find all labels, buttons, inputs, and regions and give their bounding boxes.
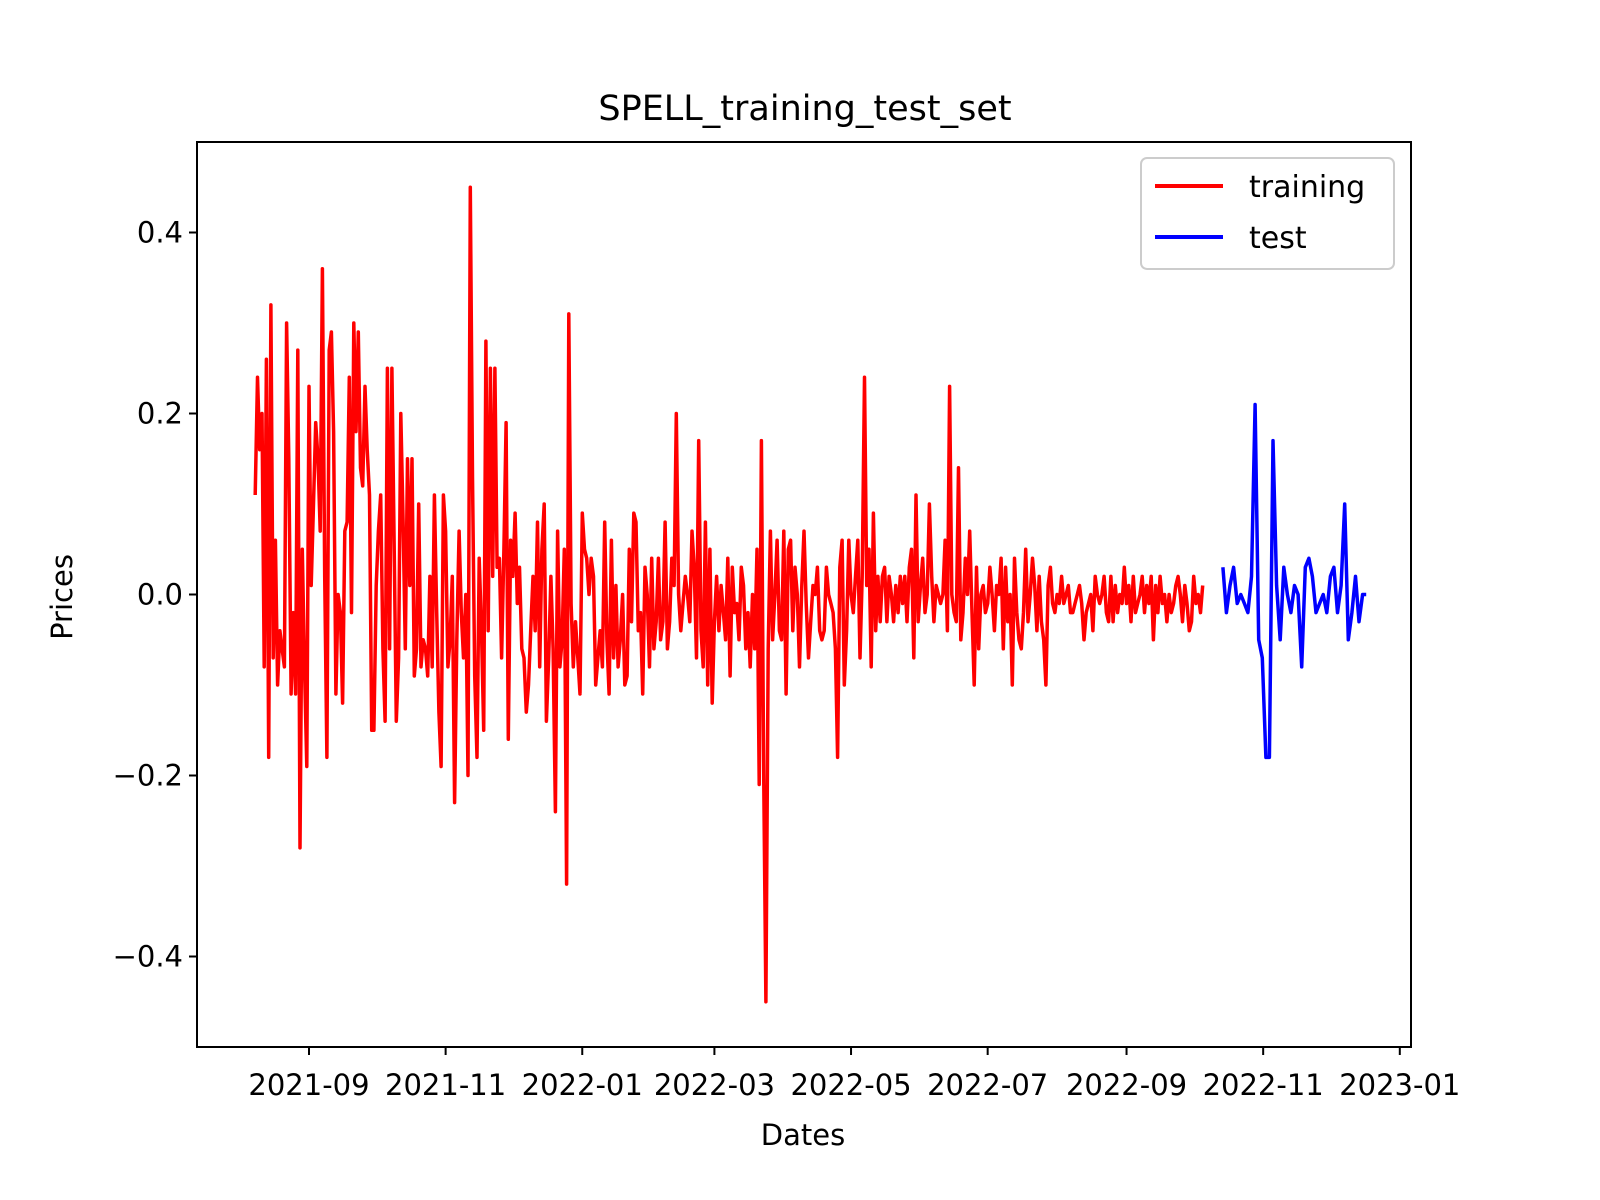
y-axis-label: Prices (45, 554, 79, 640)
y-axis: 0.4 0.2 0.0 −0.2 −0.4 (113, 216, 197, 974)
y-tick-label: −0.4 (113, 940, 183, 974)
x-tick-label: 2023-01 (1339, 1068, 1460, 1102)
y-tick-label: −0.2 (113, 759, 183, 793)
y-tick-label: 0.4 (137, 216, 183, 250)
series-line-test (1221, 402, 1367, 760)
legend: training test (1140, 157, 1395, 270)
x-tick-label: 2022-01 (522, 1068, 643, 1102)
chart-title: SPELL_training_test_set (598, 89, 1011, 129)
x-tick-label: 2022-09 (1066, 1068, 1187, 1102)
plot-series (253, 185, 1367, 1004)
x-tick-label: 2021-11 (385, 1068, 506, 1102)
x-axis-label: Dates (761, 1118, 845, 1152)
x-tick-label: 2022-03 (654, 1068, 775, 1102)
x-tick-label: 2021-09 (248, 1068, 369, 1102)
legend-test-label: test (1249, 221, 1307, 256)
x-axis: 2021-09 2021-11 2022-01 2022-03 2022-05 2022-… (248, 1047, 1460, 1102)
x-tick-label: 2022-07 (927, 1068, 1048, 1102)
legend-training-label: training (1249, 170, 1365, 205)
x-tick-label: 2022-11 (1203, 1068, 1324, 1102)
x-tick-label: 2022-05 (790, 1068, 911, 1102)
y-tick-label: 0.2 (137, 397, 183, 431)
series-line-training (253, 185, 1205, 1004)
y-tick-label: 0.0 (137, 578, 183, 612)
